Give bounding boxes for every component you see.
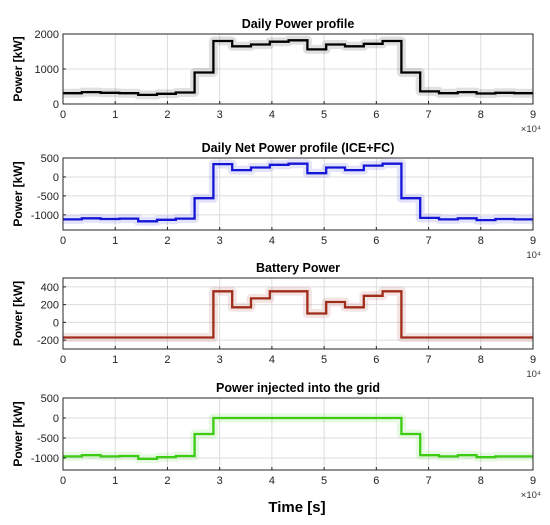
axes-frame xyxy=(62,397,534,471)
x-tick-label: 7 xyxy=(425,109,431,121)
x-tick-label: 7 xyxy=(425,354,431,366)
series-glow xyxy=(63,286,533,342)
x-tick-label: 8 xyxy=(478,475,484,487)
figure-xlabel: Time [s] xyxy=(268,499,325,516)
x-tick-label: 9 xyxy=(530,109,536,121)
subplot-title: Power injected into the grid xyxy=(216,381,380,395)
x-tick-label: 7 xyxy=(425,475,431,487)
y-tick-label: -500 xyxy=(37,191,59,203)
axes-frame xyxy=(62,277,534,350)
x-tick-label: 3 xyxy=(217,109,223,121)
x-tick-label: 8 xyxy=(478,109,484,121)
x-tick-label: 9 xyxy=(530,475,536,487)
x-tick-label: 8 xyxy=(478,235,484,247)
x-tick-label: 6 xyxy=(373,235,379,247)
x-tick-label: 4 xyxy=(269,235,275,247)
x-tick-label: 9 xyxy=(530,235,536,247)
x-tick-label: 0 xyxy=(60,109,66,121)
subplot-2: Daily Net Power profile (ICE+FC) 0 1 2 3 4 5 6 7… xyxy=(11,141,541,261)
x-tick-label: 2 xyxy=(164,475,170,487)
x-tick-label: 6 xyxy=(373,354,379,366)
x-multiplier: ×10⁴ xyxy=(521,490,541,501)
x-tick-label: 6 xyxy=(373,109,379,121)
y-tick-label: 200 xyxy=(41,300,59,312)
x-tick-label: 1 xyxy=(112,354,118,366)
y-axis-label: Power [kW] xyxy=(11,401,25,466)
x-tick-label: 2 xyxy=(164,354,170,366)
y-tick-label: 2000 xyxy=(35,29,59,41)
series-line xyxy=(63,39,533,97)
series-line xyxy=(63,416,533,460)
y-tick-label: -500 xyxy=(37,433,59,445)
x-tick-label: 4 xyxy=(269,354,275,366)
x-tick-label: 3 xyxy=(217,475,223,487)
y-tick-label: 1000 xyxy=(35,64,59,76)
x-tick-label: 5 xyxy=(321,475,327,487)
series-glow xyxy=(63,35,533,100)
x-tick-label: 6 xyxy=(373,475,379,487)
y-tick-label: -1000 xyxy=(31,210,59,222)
x-tick-label: 2 xyxy=(164,109,170,121)
x-multiplier: 10⁴ xyxy=(526,369,541,380)
axes-frame xyxy=(62,157,534,231)
x-tick-label: 0 xyxy=(60,235,66,247)
x-tick-label: 1 xyxy=(112,475,118,487)
y-axis-label: Power [kW] xyxy=(11,161,25,226)
x-tick-label: 5 xyxy=(321,109,327,121)
subplot-4: Power injected into the grid 0 1 2 3 4 5 6 7 8 9 -1… xyxy=(11,381,541,501)
x-tick-label: 5 xyxy=(321,354,327,366)
x-tick-label: 1 xyxy=(112,235,118,247)
x-tick-label: 0 xyxy=(60,354,66,366)
x-multiplier: 10⁴ xyxy=(526,250,541,261)
grid xyxy=(62,278,534,349)
x-tick-label: 3 xyxy=(217,354,223,366)
y-tick-label: 400 xyxy=(41,282,59,294)
x-tick-label: 2 xyxy=(164,235,170,247)
x-tick-label: 4 xyxy=(269,475,275,487)
y-tick-label: 0 xyxy=(53,413,59,425)
subplot-title: Daily Power profile xyxy=(242,17,355,31)
y-tick-label: 0 xyxy=(53,317,59,329)
x-tick-label: 0 xyxy=(60,475,66,487)
x-tick-label: 4 xyxy=(269,109,275,121)
x-tick-label: 7 xyxy=(425,235,431,247)
y-tick-label: 0 xyxy=(53,99,59,111)
x-tick-label: 1 xyxy=(112,109,118,121)
x-tick-label: 9 xyxy=(530,354,536,366)
y-tick-label: -200 xyxy=(37,335,59,347)
y-tick-label: 0 xyxy=(53,172,59,184)
y-axis-label: Power [kW] xyxy=(11,36,25,101)
subplot-title: Battery Power xyxy=(256,261,340,275)
x-tick-label: 5 xyxy=(321,235,327,247)
series-line xyxy=(63,290,533,339)
series-line xyxy=(63,162,533,223)
y-tick-label: 500 xyxy=(41,393,59,405)
y-tick-label: -1000 xyxy=(31,453,59,465)
subplot-title: Daily Net Power profile (ICE+FC) xyxy=(202,141,395,155)
x-tick-label: 3 xyxy=(217,235,223,247)
y-axis-label: Power [kW] xyxy=(11,281,25,346)
subplot-1: Daily Power profile 0 1 2 3 4 5 6 7 8 9 0 1000 2000 Po… xyxy=(11,17,541,135)
series-glow xyxy=(63,159,533,226)
y-tick-label: 500 xyxy=(41,153,59,165)
x-tick-label: 8 xyxy=(478,354,484,366)
x-multiplier: ×10⁴ xyxy=(521,124,541,135)
